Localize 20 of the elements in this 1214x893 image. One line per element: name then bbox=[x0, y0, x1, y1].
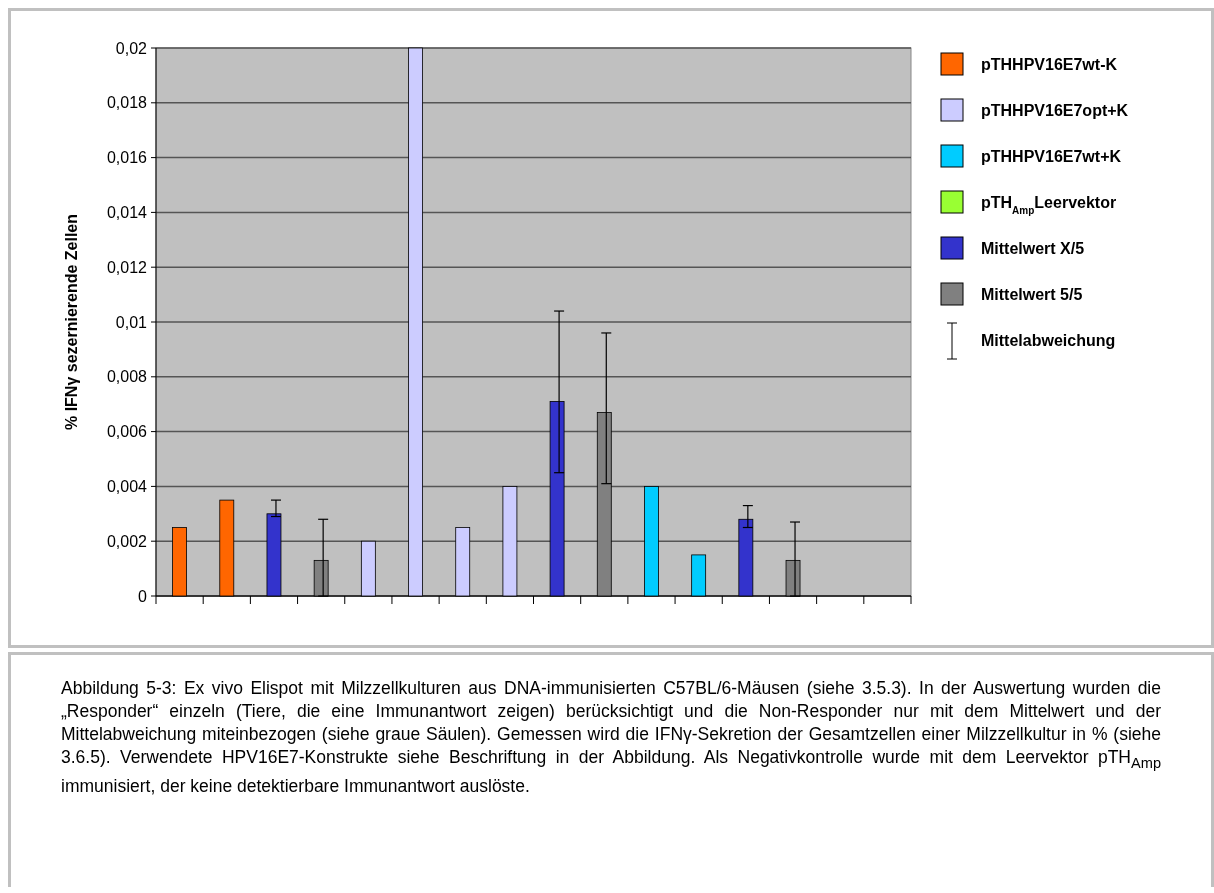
y-tick-label: 0,018 bbox=[106, 94, 148, 112]
y-tick-label: 0,002 bbox=[106, 532, 148, 550]
y-tick-label: 0,012 bbox=[106, 258, 148, 276]
y-tick-label: 0,008 bbox=[106, 368, 148, 386]
y-tick-label: 0,016 bbox=[106, 149, 148, 167]
y-tick-label: 0,02 bbox=[115, 39, 148, 57]
legend-label: pTH$_{Amp}$Leervektor bbox=[981, 194, 1117, 216]
y-tick-label: 0,004 bbox=[106, 478, 148, 495]
legend-label: pTHHPV16E7wt+K bbox=[981, 148, 1122, 165]
legend-label: pTHHPV16E7wt-K bbox=[981, 56, 1118, 73]
y-tick-label: 0 bbox=[138, 587, 148, 605]
legend-label: Mittelwert X/5 bbox=[981, 240, 1085, 257]
legend-label: pTHHPV16E7opt+K bbox=[981, 102, 1129, 119]
y-tick-label: 0,006 bbox=[106, 423, 148, 441]
text: Mittelabweichung bbox=[981, 332, 1116, 349]
text: Abbildung 5-3: Ex vivo Elispot mit Milzzellkulturen aus DNA-immunisierten C57BL/6-Mäusen (siehe 3.5.3). In der Auswertung wurden die „Responder“ einzeln (Tiere, die eine Immunantwort zeigen) berücksichtigt und die Non-Responder nur mit dem Mittelwert und der Mittelabweichung miteinbezogen (siehe graue Säulen). Gemessen wird die IFNγ-Sekretion der Gesamtzellen einer Milzzellkultur in % (siehe 3.6.5). Verwendete HPV16E7-Konstrukte siehe Beschriftung in der Abbildung. Als Negativkontrolle wurde mit dem Leervektor pTH$_{Amp}$ immunisiert, der keine detektierbare Immunantwort auslöste. bbox=[61, 678, 1161, 796]
y-tick-label: 0,01 bbox=[115, 313, 148, 331]
legend-label: Mittelwert 5/5 bbox=[981, 286, 1083, 303]
y-axis-title: % IFNγ sezernierende Zellen bbox=[63, 213, 80, 431]
y-tick-label: 0,014 bbox=[106, 204, 148, 221]
